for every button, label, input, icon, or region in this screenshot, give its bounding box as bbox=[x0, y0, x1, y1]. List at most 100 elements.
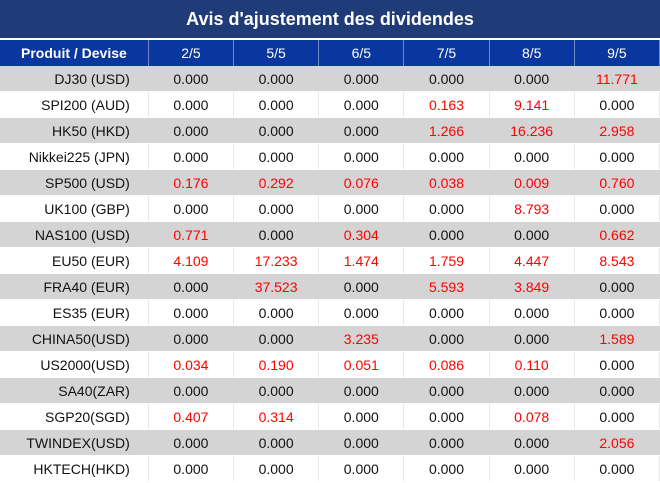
dividend-value-cell: 0.000 bbox=[233, 195, 320, 222]
dividend-value-cell: 37.523 bbox=[233, 273, 320, 300]
dividend-value-cell: 0.000 bbox=[148, 299, 235, 326]
dividend-value-cell: 0.407 bbox=[148, 403, 235, 430]
table-row: SP500 (USD) 0.176 0.292 0.076 0.038 0.009 0.76… bbox=[0, 169, 660, 196]
table-row: CHINA50(USD) 0.000 0.000 3.235 0.000 0.000 1.5… bbox=[0, 325, 660, 352]
table-row: UK100 (GBP) 0.000 0.000 0.000 0.000 8.793 0.00… bbox=[0, 195, 660, 222]
product-cell: UK100 (GBP) bbox=[0, 195, 149, 222]
dividend-value-cell: 17.233 bbox=[233, 247, 320, 274]
dividend-value-cell: 0.000 bbox=[148, 143, 235, 170]
dividend-value-cell: 0.314 bbox=[233, 403, 320, 430]
dividend-value-cell: 0.000 bbox=[318, 377, 405, 404]
product-cell: DJ30 (USD) bbox=[0, 66, 149, 92]
table-row: SGP20(SGD) 0.407 0.314 0.000 0.000 0.078 0.000 bbox=[0, 403, 660, 430]
dividend-value-cell: 0.000 bbox=[318, 143, 405, 170]
dividend-value-cell: 0.034 bbox=[148, 351, 235, 378]
product-cell: US2000(USD) bbox=[0, 351, 149, 378]
dividend-value-cell: 16.236 bbox=[489, 117, 575, 144]
dividend-value-cell: 0.076 bbox=[318, 169, 405, 196]
table-row: ES35 (EUR) 0.000 0.000 0.000 0.000 0.000 0.000 bbox=[0, 299, 660, 326]
dividend-value-cell: 0.000 bbox=[148, 455, 235, 482]
dividend-value-cell: 0.000 bbox=[574, 195, 660, 222]
dividend-value-cell: 0.000 bbox=[574, 455, 660, 482]
dividend-value-cell: 0.078 bbox=[489, 403, 575, 430]
dividend-value-cell: 0.000 bbox=[574, 403, 660, 430]
table-header-row: Produit / Devise 2/5 5/5 6/5 7/5 8/5 9/5 bbox=[0, 40, 660, 66]
dividend-value-cell: 0.110 bbox=[489, 351, 575, 378]
dividend-value-cell: 0.000 bbox=[489, 143, 575, 170]
dividend-value-cell: 9.141 bbox=[489, 91, 575, 118]
dividend-value-cell: 8.543 bbox=[574, 247, 660, 274]
dividend-value-cell: 0.000 bbox=[574, 299, 660, 326]
dividend-value-cell: 0.000 bbox=[148, 91, 235, 118]
column-header-product: Produit / Devise bbox=[0, 40, 149, 66]
dividend-value-cell: 0.000 bbox=[233, 377, 320, 404]
dividend-value-cell: 8.793 bbox=[489, 195, 575, 222]
dividend-value-cell: 3.849 bbox=[489, 273, 575, 300]
dividend-value-cell: 0.000 bbox=[318, 117, 405, 144]
dividend-value-cell: 0.000 bbox=[318, 299, 405, 326]
dividend-value-cell: 0.000 bbox=[148, 377, 235, 404]
dividend-value-cell: 1.474 bbox=[318, 247, 405, 274]
product-cell: SGP20(SGD) bbox=[0, 403, 149, 430]
dividend-value-cell: 0.009 bbox=[489, 169, 575, 196]
column-header-date: 7/5 bbox=[403, 40, 490, 66]
dividend-value-cell: 0.000 bbox=[489, 325, 575, 352]
product-cell: FRA40 (EUR) bbox=[0, 273, 149, 300]
column-header-date: 6/5 bbox=[318, 40, 405, 66]
dividend-value-cell: 0.292 bbox=[233, 169, 320, 196]
dividend-value-cell: 1.266 bbox=[403, 117, 490, 144]
table-row: NAS100 (USD) 0.771 0.000 0.304 0.000 0.000 0.6… bbox=[0, 221, 660, 248]
dividend-value-cell: 0.000 bbox=[233, 455, 320, 482]
dividend-value-cell: 0.000 bbox=[403, 429, 490, 456]
dividend-value-cell: 0.000 bbox=[318, 273, 405, 300]
product-cell: Nikkei225 (JPN) bbox=[0, 143, 149, 170]
dividend-value-cell: 0.000 bbox=[148, 66, 235, 92]
dividend-value-cell: 0.000 bbox=[148, 117, 235, 144]
dividend-value-cell: 0.000 bbox=[233, 429, 320, 456]
dividend-value-cell: 0.000 bbox=[403, 403, 490, 430]
dividend-value-cell: 4.109 bbox=[148, 247, 235, 274]
product-cell: EU50 (EUR) bbox=[0, 247, 149, 274]
table-row: FRA40 (EUR) 0.000 37.523 0.000 5.593 3.849 0.0… bbox=[0, 273, 660, 300]
dividend-value-cell: 0.000 bbox=[489, 299, 575, 326]
dividend-value-cell: 11.771 bbox=[574, 66, 660, 92]
dividend-value-cell: 3.235 bbox=[318, 325, 405, 352]
dividend-value-cell: 0.000 bbox=[574, 91, 660, 118]
dividend-value-cell: 0.000 bbox=[233, 91, 320, 118]
table-row: SPI200 (AUD) 0.000 0.000 0.000 0.163 9.141 0.0… bbox=[0, 91, 660, 118]
dividend-value-cell: 0.000 bbox=[233, 117, 320, 144]
dividend-value-cell: 0.000 bbox=[489, 66, 575, 92]
product-cell: CHINA50(USD) bbox=[0, 325, 149, 352]
dividend-value-cell: 0.038 bbox=[403, 169, 490, 196]
dividend-value-cell: 0.000 bbox=[403, 325, 490, 352]
dividend-value-cell: 0.304 bbox=[318, 221, 405, 248]
product-cell: TWINDEX(USD) bbox=[0, 429, 149, 456]
dividend-value-cell: 0.086 bbox=[403, 351, 490, 378]
table-row: DJ30 (USD) 0.000 0.000 0.000 0.000 0.000 11.77… bbox=[0, 66, 660, 92]
dividend-value-cell: 0.000 bbox=[489, 221, 575, 248]
product-cell: HKTECH(HKD) bbox=[0, 455, 149, 482]
dividend-value-cell: 0.000 bbox=[403, 143, 490, 170]
dividend-value-cell: 5.593 bbox=[403, 273, 490, 300]
dividend-value-cell: 0.000 bbox=[318, 195, 405, 222]
dividend-value-cell: 0.000 bbox=[489, 377, 575, 404]
dividend-value-cell: 0.000 bbox=[403, 195, 490, 222]
product-cell: SPI200 (AUD) bbox=[0, 91, 149, 118]
table-row: HK50 (HKD) 0.000 0.000 0.000 1.266 16.236 2.95… bbox=[0, 117, 660, 144]
dividend-value-cell: 0.000 bbox=[148, 273, 235, 300]
table-row: SA40(ZAR) 0.000 0.000 0.000 0.000 0.000 0.000 bbox=[0, 377, 660, 404]
column-header-date: 8/5 bbox=[489, 40, 575, 66]
dividend-value-cell: 0.000 bbox=[574, 273, 660, 300]
page-title: Avis d'ajustement des dividendes bbox=[0, 0, 660, 40]
product-cell: SA40(ZAR) bbox=[0, 377, 149, 404]
table-row: Nikkei225 (JPN) 0.000 0.000 0.000 0.000 0.000… bbox=[0, 143, 660, 170]
column-header-date: 9/5 bbox=[574, 40, 660, 66]
dividend-value-cell: 0.000 bbox=[233, 143, 320, 170]
dividend-value-cell: 0.000 bbox=[233, 66, 320, 92]
dividend-value-cell: 0.000 bbox=[574, 377, 660, 404]
dividend-value-cell: 0.000 bbox=[233, 299, 320, 326]
dividend-value-cell: 0.771 bbox=[148, 221, 235, 248]
dividend-value-cell: 0.000 bbox=[318, 403, 405, 430]
dividend-value-cell: 0.000 bbox=[318, 66, 405, 92]
dividend-value-cell: 0.760 bbox=[574, 169, 660, 196]
